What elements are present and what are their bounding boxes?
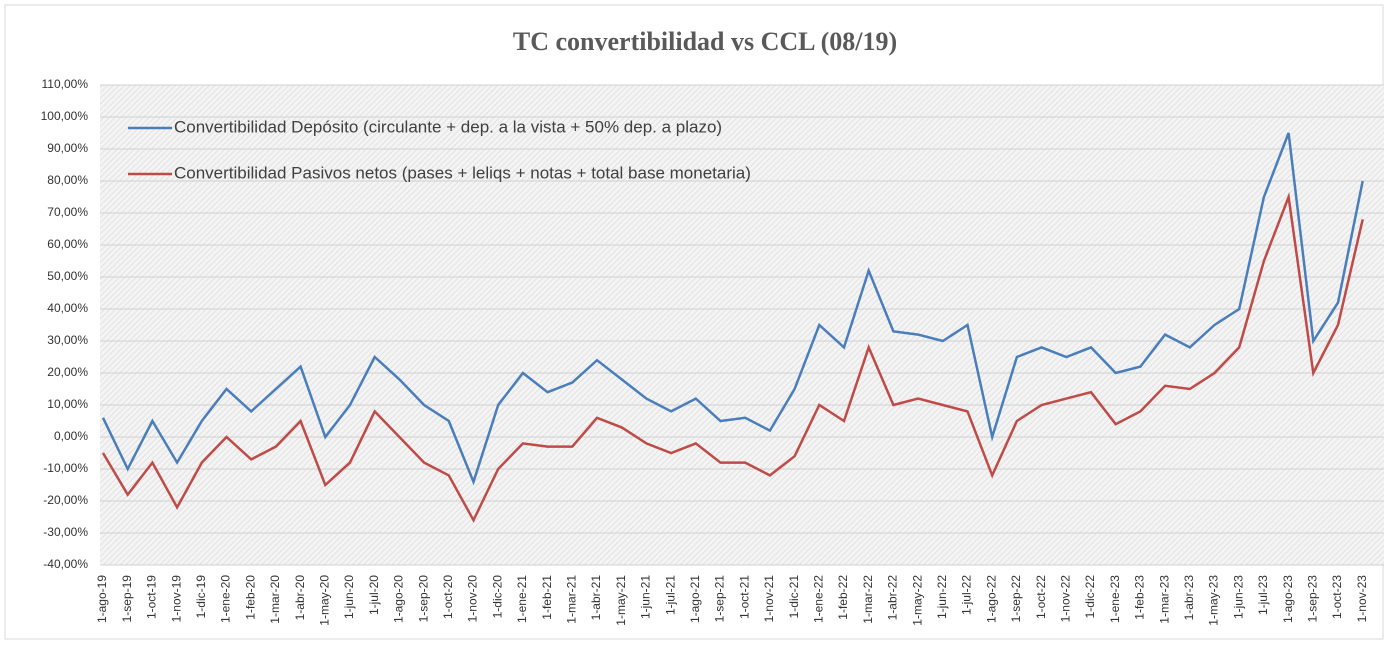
x-tick-label: 1-abr-20 [293,575,307,621]
x-tick-label: 1-jul-20 [367,575,381,615]
x-tick-label: 1-ago-23 [1281,575,1295,623]
y-tick-label: 80,00% [47,173,88,187]
x-tick-label: 1-may-21 [614,575,628,626]
y-tick-label: 70,00% [47,205,88,219]
x-tick-label: 1-jul-22 [960,575,974,615]
x-tick-label: 1-mar-20 [268,575,282,624]
x-tick-label: 1-feb-23 [1133,575,1147,620]
x-tick-label: 1-sep-23 [1305,575,1319,623]
x-tick-label: 1-dic-19 [194,575,208,619]
x-tick-label: 1-jun-22 [935,575,949,619]
legend-label: Convertibilidad Depósito (circulante + d… [174,117,722,136]
x-tick-label: 1-dic-21 [787,575,801,619]
x-tick-label: 1-ago-20 [392,575,406,623]
x-tick-label: 1-mar-21 [564,575,578,624]
x-tick-label: 1-dic-22 [1083,575,1097,619]
series-line [101,192,1364,523]
x-tick-label: 1-sep-21 [713,575,727,623]
x-tick-label: 1-oct-21 [737,575,751,619]
y-tick-label: -20,00% [43,493,88,507]
y-tick-label: -10,00% [43,461,88,475]
y-tick-label: -30,00% [43,525,88,539]
x-tick-label: 1-may-23 [1207,575,1221,626]
x-tick-label: 1-dic-20 [490,575,504,619]
x-tick-label: 1-sep-22 [1009,575,1023,623]
y-tick-label: 60,00% [47,237,88,251]
x-tick-label: 1-jun-23 [1231,575,1245,619]
x-tick-label: 1-ene-23 [1108,575,1122,623]
y-tick-label: 90,00% [47,141,88,155]
y-tick-label: 20,00% [47,365,88,379]
x-tick-label: 1-jun-20 [342,575,356,619]
x-tick-label: 1-ago-19 [95,575,109,623]
y-tick-label: 110,00% [42,77,89,91]
x-tick-label: 1-ene-21 [515,575,529,623]
x-tick-label: 1-nov-19 [169,575,183,623]
x-tick-label: 1-feb-22 [836,575,850,620]
x-tick-label: 1-abr-21 [589,575,603,621]
y-tick-label: 100,00% [41,109,89,123]
legend-label: Convertibilidad Pasivos netos (pases + l… [174,163,751,182]
x-tick-label: 1-sep-20 [416,575,430,623]
x-tick-label: 1-nov-23 [1355,575,1369,623]
x-tick-label: 1-oct-22 [1034,575,1048,619]
x-tick-label: 1-feb-20 [243,575,257,620]
x-tick-label: 1-jul-23 [1256,575,1270,615]
y-tick-label: 0,00% [54,429,88,443]
x-tick-label: 1-nov-22 [1058,575,1072,623]
x-tick-label: 1-may-22 [910,575,924,626]
chart-title: TC convertibilidad vs CCL (08/19) [513,27,897,56]
x-tick-label: 1-abr-23 [1182,575,1196,621]
x-tick-label: 1-ago-21 [688,575,702,623]
x-tick-label: 1-jul-21 [663,575,677,615]
x-tick-label: 1-ene-22 [811,575,825,623]
x-tick-label: 1-jun-21 [639,575,653,619]
x-tick-label: 1-oct-20 [441,575,455,619]
x-tick-label: 1-sep-19 [120,575,134,623]
y-tick-label: 30,00% [47,333,88,347]
x-tick-label: 1-ene-20 [219,575,233,623]
plot-area [100,85,1384,565]
x-tick-label: 1-abr-22 [886,575,900,621]
x-tick-label: 1-ago-22 [984,575,998,623]
series-line [101,132,1364,486]
x-tick-label: 1-oct-19 [145,575,159,619]
y-tick-label: 10,00% [47,397,88,411]
y-tick-label: -40,00% [43,557,88,571]
x-tick-label: 1-nov-20 [466,575,480,623]
y-tick-label: 40,00% [47,301,88,315]
x-tick-label: 1-oct-23 [1330,575,1344,619]
x-tick-label: 1-feb-21 [540,575,554,620]
y-tick-label: 50,00% [47,269,88,283]
x-tick-label: 1-mar-23 [1157,575,1171,624]
x-tick-label: 1-nov-21 [762,575,776,623]
x-tick-label: 1-mar-22 [861,575,875,624]
x-tick-label: 1-may-20 [317,575,331,626]
